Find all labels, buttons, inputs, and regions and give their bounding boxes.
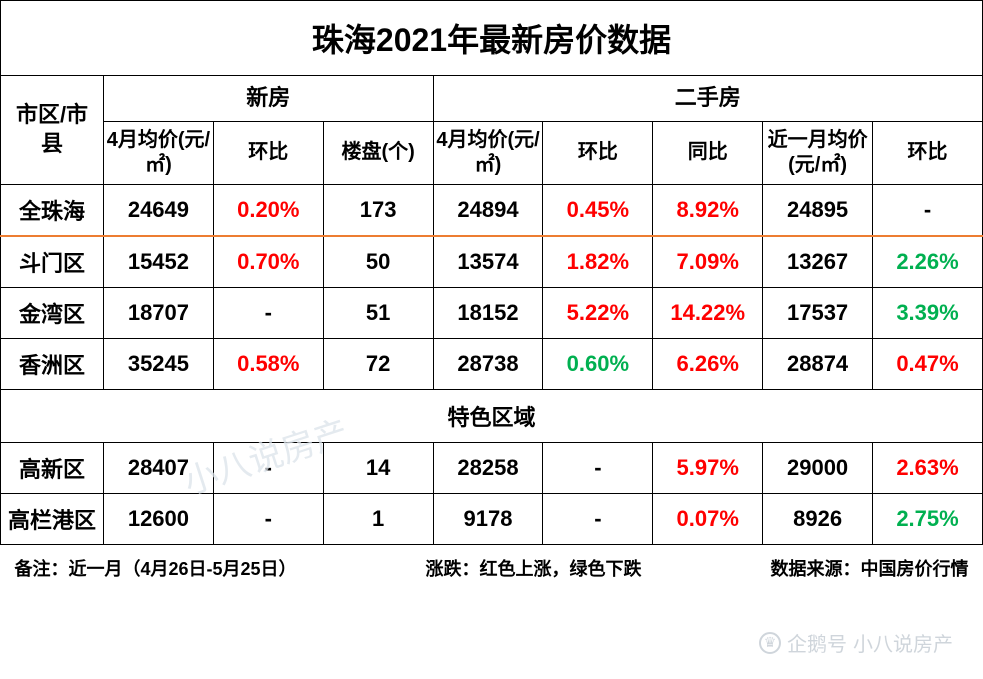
new-mom-cell: - [213, 493, 323, 544]
sh-apr-avg-cell: 24894 [433, 184, 543, 236]
recent-avg-cell: 24895 [763, 184, 873, 236]
new-apr-avg-cell: 15452 [104, 236, 214, 288]
header-sh-apr-avg: 4月均价(元/㎡) [433, 121, 543, 184]
sh-yoy-cell: 14.22% [653, 287, 763, 338]
listings-cell: 1 [323, 493, 433, 544]
recent-mom-cell: 3.39% [873, 287, 983, 338]
sh-apr-avg-cell: 13574 [433, 236, 543, 288]
recent-avg-cell: 8926 [763, 493, 873, 544]
table-row: 金湾区18707-51181525.22%14.22%175373.39% [1, 287, 983, 338]
footer-source: 数据来源：中国房价行情 [771, 555, 969, 581]
sh-mom-cell: - [543, 442, 653, 493]
table-row: 高新区28407-1428258-5.97%290002.63% [1, 442, 983, 493]
listings-cell: 50 [323, 236, 433, 288]
sh-mom-cell: 0.45% [543, 184, 653, 236]
region-cell: 高栏港区 [1, 493, 104, 544]
recent-mom-cell: 2.63% [873, 442, 983, 493]
new-mom-cell: 0.70% [213, 236, 323, 288]
listings-cell: 72 [323, 338, 433, 389]
section-label: 特色区域 [1, 389, 983, 442]
listings-cell: 173 [323, 184, 433, 236]
region-cell: 香洲区 [1, 338, 104, 389]
sh-yoy-cell: 6.26% [653, 338, 763, 389]
sh-apr-avg-cell: 28258 [433, 442, 543, 493]
sh-mom-cell: - [543, 493, 653, 544]
header-second-hand: 二手房 [433, 76, 982, 122]
sh-mom-cell: 0.60% [543, 338, 653, 389]
sh-apr-avg-cell: 28738 [433, 338, 543, 389]
table-container: 珠海2021年最新房价数据 市区/市县 新房 二手房 4月均价(元/㎡) 环比 … [0, 0, 983, 591]
recent-mom-cell: - [873, 184, 983, 236]
sh-mom-cell: 1.82% [543, 236, 653, 288]
sh-apr-avg-cell: 9178 [433, 493, 543, 544]
recent-avg-cell: 29000 [763, 442, 873, 493]
housing-price-table: 珠海2021年最新房价数据 市区/市县 新房 二手房 4月均价(元/㎡) 环比 … [0, 0, 983, 591]
new-mom-cell: - [213, 442, 323, 493]
recent-mom-cell: 2.26% [873, 236, 983, 288]
header-row-1: 市区/市县 新房 二手房 [1, 76, 983, 122]
footer-row: 备注：近一月（4月26日-5月25日） 涨跌：红色上涨，绿色下跌 数据来源：中国… [1, 544, 983, 591]
listings-cell: 14 [323, 442, 433, 493]
sh-yoy-cell: 0.07% [653, 493, 763, 544]
table-row: 全珠海246490.20%173248940.45%8.92%24895- [1, 184, 983, 236]
section-row: 特色区域 [1, 389, 983, 442]
recent-mom-cell: 2.75% [873, 493, 983, 544]
sh-mom-cell: 5.22% [543, 287, 653, 338]
watermark2-name: 小八说房产 [853, 628, 953, 657]
header-sh-mom: 环比 [543, 121, 653, 184]
sh-yoy-cell: 7.09% [653, 236, 763, 288]
new-mom-cell: - [213, 287, 323, 338]
new-mom-cell: 0.58% [213, 338, 323, 389]
new-apr-avg-cell: 24649 [104, 184, 214, 236]
table-row: 香洲区352450.58%72287380.60%6.26%288740.47% [1, 338, 983, 389]
table-row: 斗门区154520.70%50135741.82%7.09%132672.26% [1, 236, 983, 288]
new-apr-avg-cell: 35245 [104, 338, 214, 389]
header-region: 市区/市县 [1, 76, 104, 185]
new-mom-cell: 0.20% [213, 184, 323, 236]
header-sh-yoy: 同比 [653, 121, 763, 184]
watermark2-label: 企鹅号 [787, 628, 847, 657]
new-apr-avg-cell: 18707 [104, 287, 214, 338]
sh-apr-avg-cell: 18152 [433, 287, 543, 338]
footer-legend: 涨跌：红色上涨，绿色下跌 [426, 555, 642, 581]
header-row-2: 4月均价(元/㎡) 环比 楼盘(个) 4月均价(元/㎡) 环比 同比 近一月均价… [1, 121, 983, 184]
region-cell: 全珠海 [1, 184, 104, 236]
footer-cell: 备注：近一月（4月26日-5月25日） 涨跌：红色上涨，绿色下跌 数据来源：中国… [1, 544, 983, 591]
region-cell: 金湾区 [1, 287, 104, 338]
region-cell: 高新区 [1, 442, 104, 493]
recent-avg-cell: 17537 [763, 287, 873, 338]
header-listings: 楼盘(个) [323, 121, 433, 184]
region-cell: 斗门区 [1, 236, 104, 288]
header-recent-avg: 近一月均价(元/㎡) [763, 121, 873, 184]
sh-yoy-cell: 5.97% [653, 442, 763, 493]
title-row: 珠海2021年最新房价数据 [1, 1, 983, 76]
header-new-mom: 环比 [213, 121, 323, 184]
sh-yoy-cell: 8.92% [653, 184, 763, 236]
corner-watermark: ♛ 企鹅号 小八说房产 [759, 628, 953, 657]
header-new-house: 新房 [104, 76, 434, 122]
page-title: 珠海2021年最新房价数据 [1, 1, 983, 76]
recent-mom-cell: 0.47% [873, 338, 983, 389]
recent-avg-cell: 28874 [763, 338, 873, 389]
new-apr-avg-cell: 28407 [104, 442, 214, 493]
new-apr-avg-cell: 12600 [104, 493, 214, 544]
listings-cell: 51 [323, 287, 433, 338]
footer-note: 备注：近一月（4月26日-5月25日） [15, 555, 297, 581]
table-row: 高栏港区12600-19178-0.07%89262.75% [1, 493, 983, 544]
header-new-apr-avg: 4月均价(元/㎡) [104, 121, 214, 184]
penguin-icon: ♛ [759, 632, 781, 654]
recent-avg-cell: 13267 [763, 236, 873, 288]
header-recent-mom: 环比 [873, 121, 983, 184]
